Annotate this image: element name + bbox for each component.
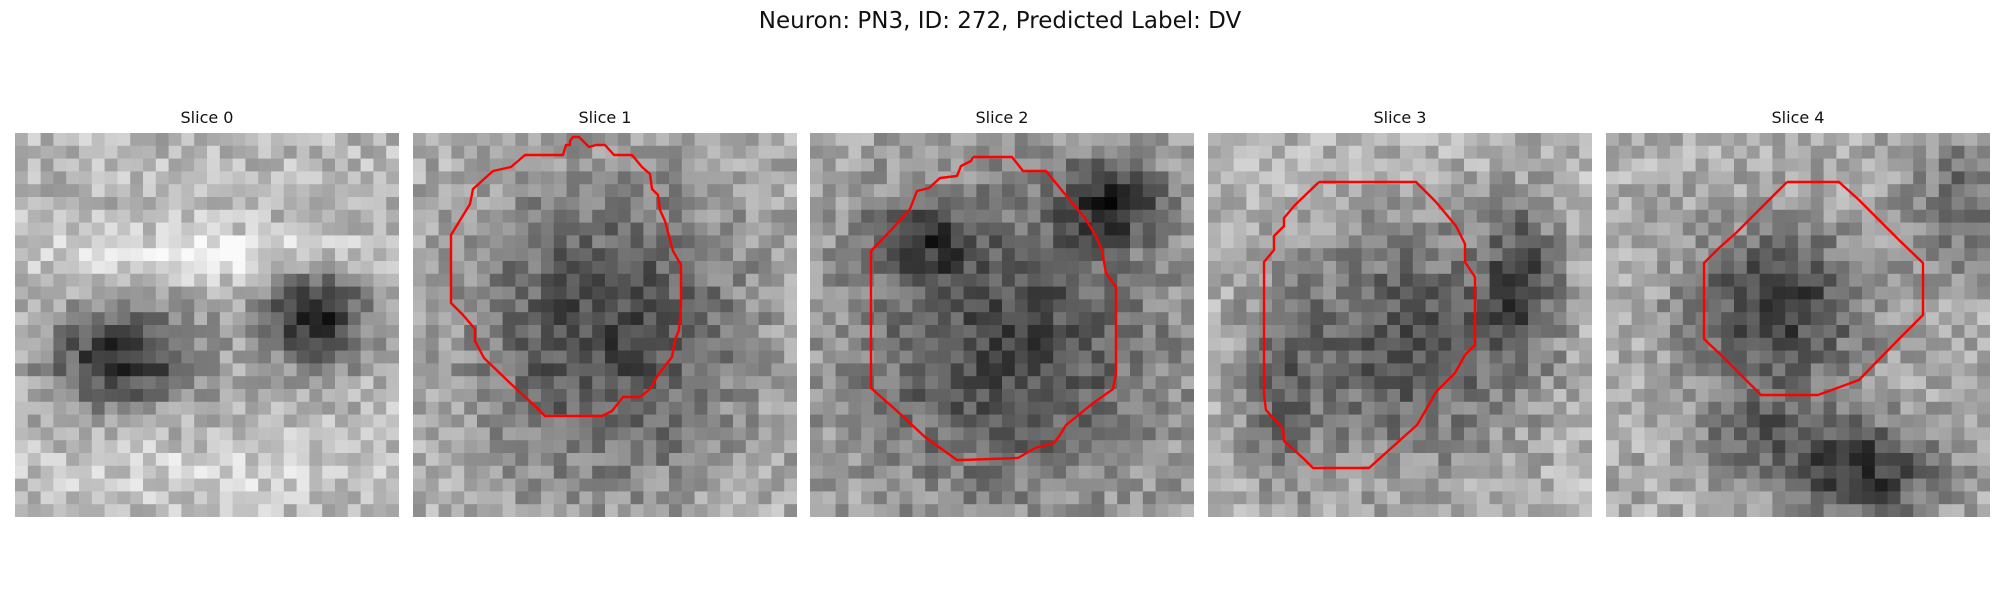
slice-image-1 <box>413 133 797 517</box>
slice-title-0: Slice 0 <box>180 108 234 127</box>
microscopy-image-1 <box>413 133 797 517</box>
microscopy-image-3 <box>1208 133 1592 517</box>
slice-image-4 <box>1606 133 1990 517</box>
slice-image-3 <box>1208 133 1592 517</box>
slice-image-0 <box>15 133 399 517</box>
cell-contour-1 <box>449 135 683 418</box>
cell-contour-2 <box>869 155 1118 462</box>
slice-title-3: Slice 3 <box>1373 108 1427 127</box>
slice-panel-2: Slice 2 <box>810 108 1194 517</box>
slice-panel-3: Slice 3 <box>1208 108 1592 517</box>
cell-contour-4 <box>1702 180 1925 397</box>
slice-image-2 <box>810 133 1194 517</box>
slice-panel-1: Slice 1 <box>413 108 797 517</box>
figure-title: Neuron: PN3, ID: 272, Predicted Label: D… <box>758 8 1242 34</box>
microscopy-image-4 <box>1606 133 1990 517</box>
cell-contour-3 <box>1262 180 1477 470</box>
slice-title-2: Slice 2 <box>975 108 1029 127</box>
slice-panel-0: Slice 0 <box>15 108 399 517</box>
slice-title-4: Slice 4 <box>1771 108 1825 127</box>
microscopy-image-0 <box>15 133 399 517</box>
contour-overlay-3 <box>1262 180 1477 470</box>
contour-overlay-4 <box>1702 180 1925 397</box>
microscopy-image-2 <box>810 133 1194 517</box>
slice-title-1: Slice 1 <box>578 108 632 127</box>
contour-overlay-2 <box>869 155 1118 462</box>
contour-overlay-1 <box>449 135 683 418</box>
slice-panel-4: Slice 4 <box>1606 108 1990 517</box>
